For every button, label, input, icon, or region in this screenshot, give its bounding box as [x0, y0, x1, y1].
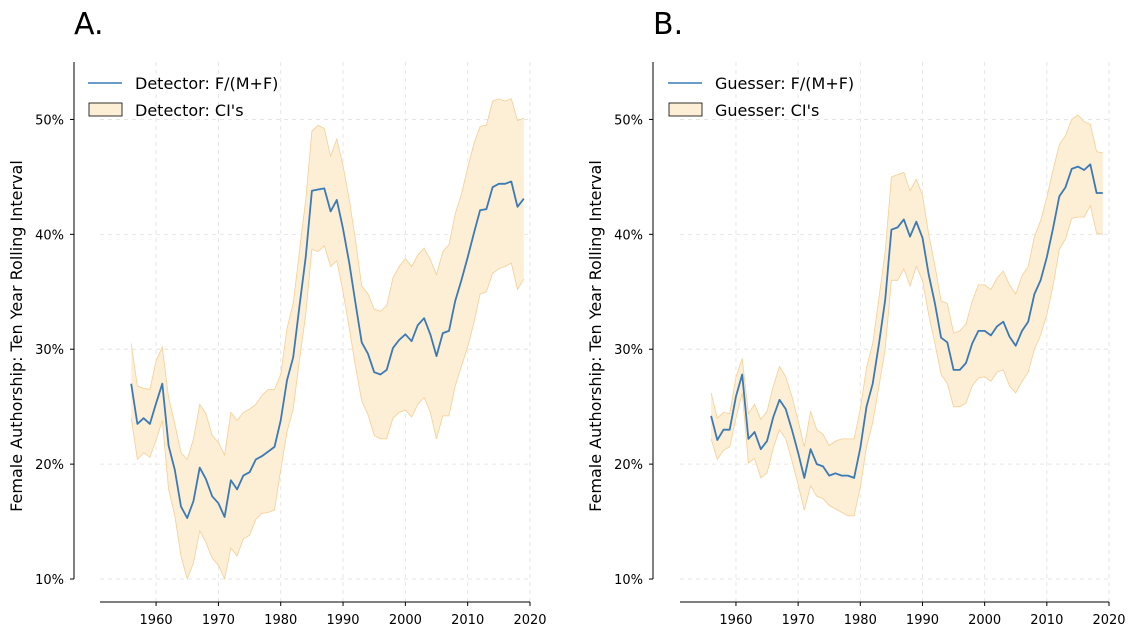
x-tick-label: 1970 — [782, 613, 815, 628]
panel-b-ci-band — [711, 114, 1103, 516]
x-tick-label: 1960 — [140, 613, 173, 628]
panel-b-y-axis-title: Female Authorship: Ten Year Rolling Inte… — [586, 160, 605, 512]
panel-b-legend-label-line: Guesser: F/(M+F) — [715, 74, 854, 93]
panel-b-legend-band-swatch — [668, 102, 703, 117]
x-tick-label: 1980 — [844, 613, 877, 628]
panel-b-ci-lower-edge — [710, 204, 1103, 517]
panel-b: B. 10% 20% 30% 40% 50% 1960 1970 1980 1990 2000 2… — [586, 7, 1126, 628]
x-tick-label: 1980 — [264, 613, 297, 628]
panel-a-legend-band-swatch — [88, 102, 123, 117]
panel-a: A. 10% 20% 30% 40% 50% 1960 1970 1980 1990 2000 2… — [7, 7, 547, 628]
panel-b-legend: Guesser: F/(M+F) Guesser: CI's — [668, 74, 854, 120]
panel-a-ci-upper-edge — [130, 98, 524, 461]
panel-b-x-ticks: 1960 1970 1980 1990 2000 2010 2020 — [719, 602, 1126, 628]
panel-a-legend-label-band: Detector: CI's — [135, 101, 244, 120]
y-tick-label: 50% — [35, 113, 64, 128]
panel-a-legend-label-line: Detector: F/(M+F) — [135, 74, 278, 93]
x-tick-label: 1970 — [202, 613, 235, 628]
y-tick-label: 20% — [614, 458, 643, 473]
x-tick-label: 1960 — [719, 613, 752, 628]
y-tick-label: 50% — [614, 113, 643, 128]
y-tick-label: 10% — [614, 573, 643, 588]
x-tick-label: 2000 — [389, 613, 422, 628]
y-tick-label: 20% — [35, 458, 64, 473]
x-tick-label: 2010 — [451, 613, 484, 628]
panel-a-legend: Detector: F/(M+F) Detector: CI's — [88, 74, 278, 120]
panel-a-x-ticks: 1960 1970 1980 1990 2000 2010 2020 — [140, 602, 547, 628]
x-tick-label: 2000 — [968, 613, 1001, 628]
panel-b-y-ticks: 10% 20% 30% 40% 50% — [614, 113, 653, 588]
panel-b-series-line — [710, 163, 1103, 479]
y-tick-label: 30% — [35, 343, 64, 358]
x-tick-label: 2020 — [513, 613, 546, 628]
panel-a-ci-lower-edge — [130, 245, 525, 581]
x-tick-label: 1990 — [326, 613, 359, 628]
x-tick-label: 2020 — [1092, 613, 1125, 628]
panel-b-grid — [680, 62, 1110, 602]
y-tick-label: 40% — [35, 228, 64, 243]
panel-b-ci-upper-edge — [710, 114, 1103, 447]
x-tick-label: 1990 — [906, 613, 939, 628]
y-tick-label: 10% — [35, 573, 64, 588]
panel-b-label: B. — [653, 7, 683, 42]
panel-a-series-line — [130, 180, 525, 519]
y-tick-label: 30% — [614, 343, 643, 358]
panel-a-y-axis-title: Female Authorship: Ten Year Rolling Inte… — [7, 160, 26, 512]
x-tick-label: 2010 — [1030, 613, 1063, 628]
panel-a-ci-band — [131, 98, 524, 580]
panel-b-legend-label-band: Guesser: CI's — [715, 101, 819, 120]
y-tick-label: 40% — [614, 228, 643, 243]
panel-a-label: A. — [74, 7, 104, 42]
panel-a-y-ticks: 10% 20% 30% 40% 50% — [35, 113, 74, 588]
